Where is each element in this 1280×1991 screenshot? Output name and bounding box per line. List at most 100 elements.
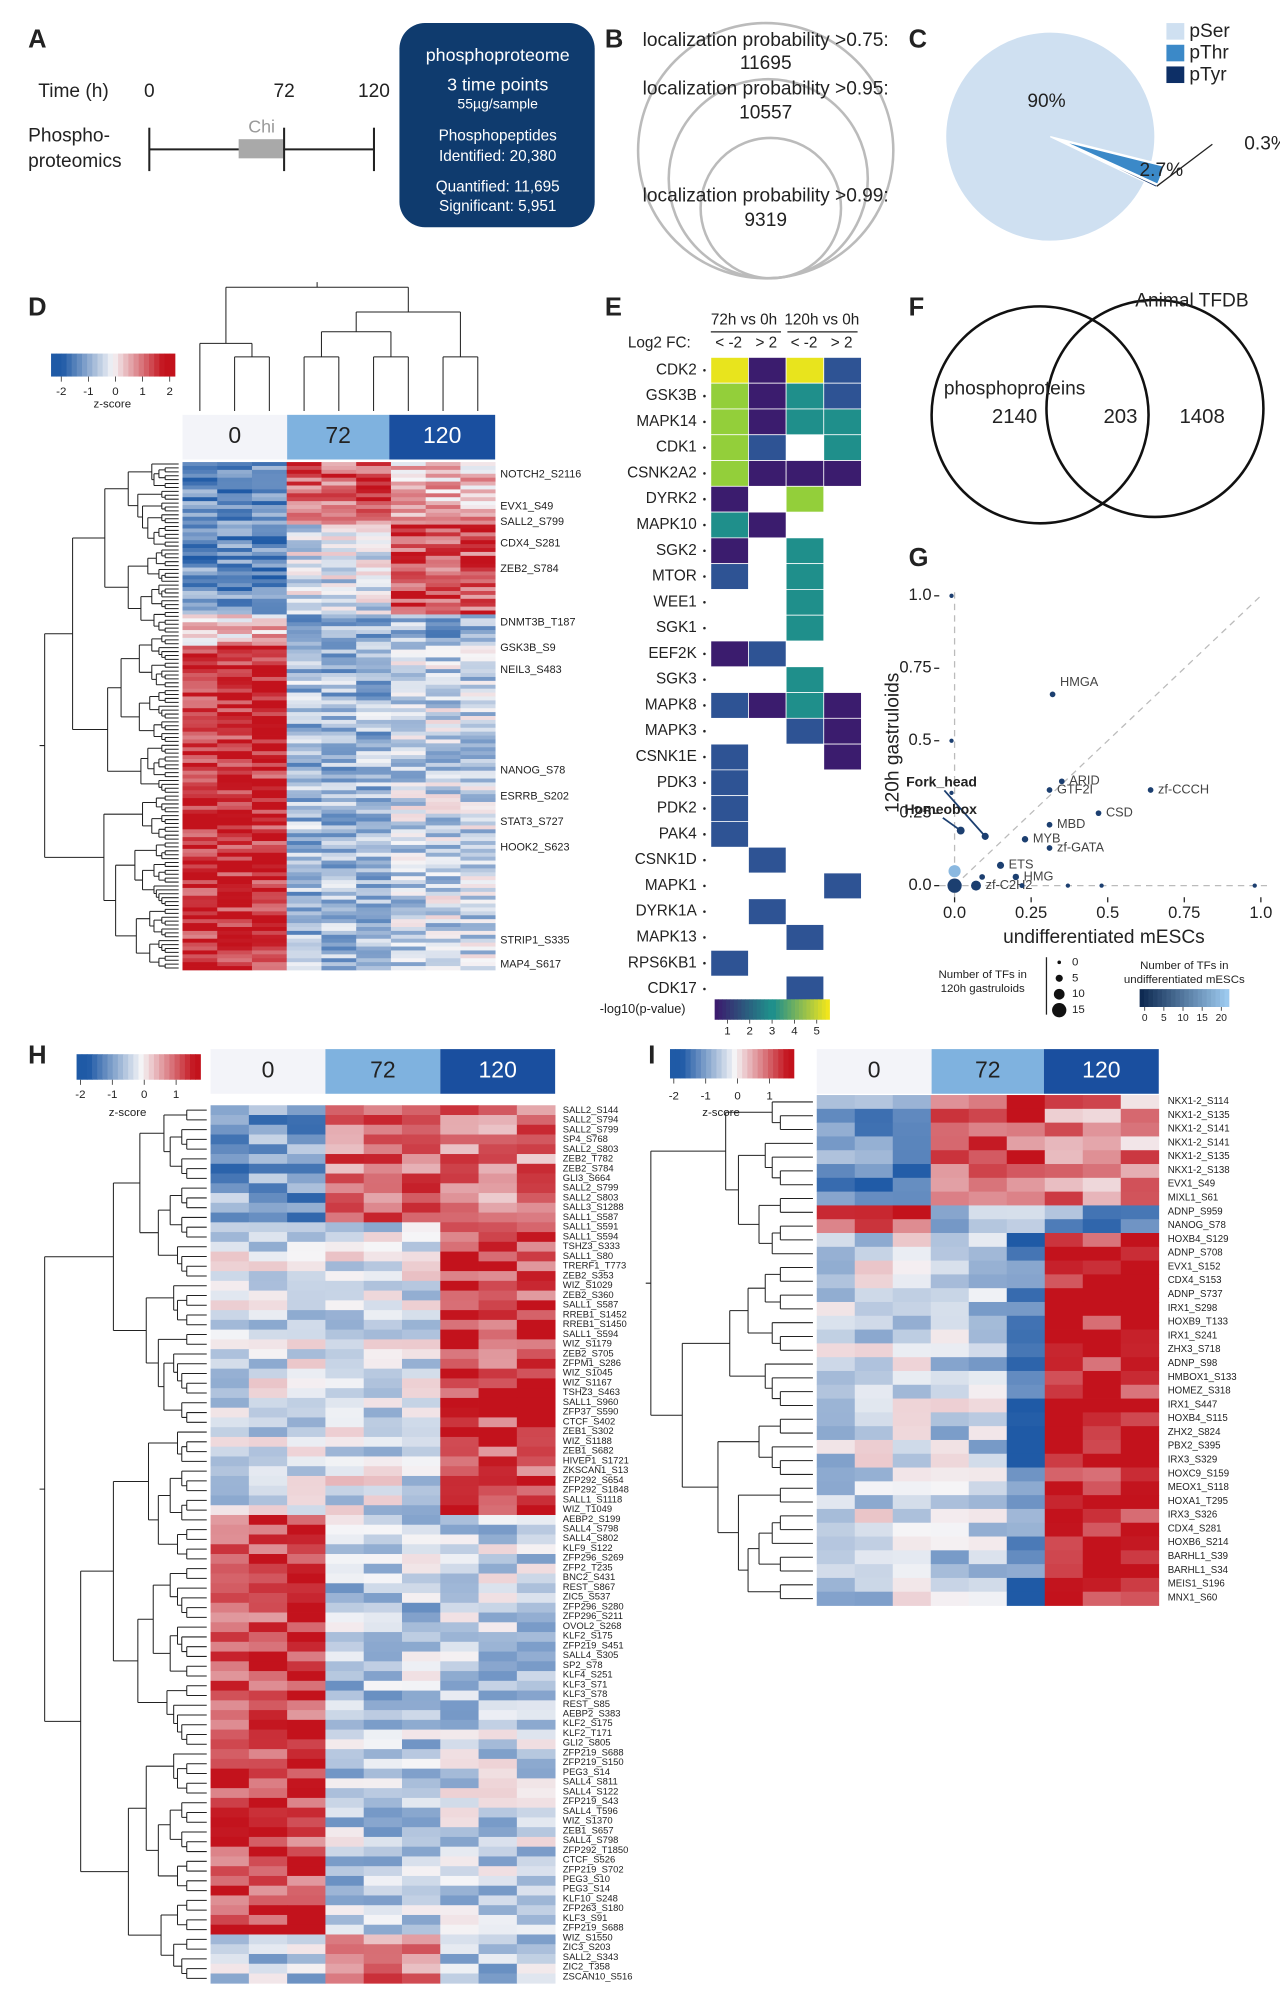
heatmap-cell	[460, 817, 496, 822]
heatmap-cell	[460, 864, 496, 869]
heatmap-cell	[1044, 1536, 1084, 1551]
heatmap-cell	[816, 1357, 856, 1372]
heatmap-cell	[321, 907, 357, 912]
heatmap-cell	[401, 1173, 441, 1184]
panel-letter: H	[28, 1041, 46, 1069]
heatmap-cell	[248, 1583, 288, 1594]
heatmap-cell	[210, 1466, 250, 1477]
heatmap-cell	[390, 641, 427, 647]
heatmap-cell	[516, 1846, 556, 1857]
heatmap-cell	[182, 645, 218, 650]
heatmap-cell	[287, 1505, 326, 1516]
heatmap-cell	[286, 512, 322, 518]
heatmap-cell	[478, 1622, 518, 1633]
heatmap-cell	[516, 1466, 556, 1477]
heatmap-cell	[1044, 1384, 1084, 1399]
heatmap-cell	[460, 872, 496, 877]
heatmap-cell	[390, 755, 427, 760]
pie-slice	[1062, 140, 1165, 185]
heatmap-cell	[210, 1310, 250, 1321]
heatmap-cell	[182, 555, 218, 561]
heatmap-cell	[287, 1953, 326, 1965]
scatter-point	[1012, 873, 1020, 881]
x-tick-label: 0.0	[943, 903, 966, 922]
heatmap-cell	[440, 1856, 479, 1867]
heatmap-cell	[182, 614, 218, 619]
heatmap-cell	[363, 1358, 403, 1370]
heatmap-cell	[217, 962, 253, 967]
colorbar-step	[1193, 989, 1199, 1007]
heatmap-cell	[248, 1456, 288, 1467]
heatmap-cell	[321, 505, 357, 510]
heatmap-cell	[460, 762, 496, 768]
heatmap-cell	[363, 1456, 403, 1467]
heatmap-cell	[182, 708, 218, 713]
heatmap-cell	[390, 485, 427, 490]
heatmap-cell	[321, 626, 357, 631]
heatmap-cell	[321, 821, 357, 826]
heatmap-cell	[968, 1591, 1008, 1606]
heatmap-cell	[968, 1343, 1008, 1358]
row-label: ZIC2_T358	[563, 1962, 610, 1973]
heatmap-cell	[286, 559, 322, 565]
heatmap-cell	[356, 915, 392, 920]
colorbar-step	[56, 353, 62, 377]
heatmap-cell	[182, 473, 218, 479]
heatmap-cell	[425, 618, 461, 623]
heatmap-cell	[286, 907, 322, 912]
heatmap-cell	[287, 1807, 326, 1818]
colorbar-step	[107, 353, 114, 377]
colorbar-step	[788, 1049, 795, 1079]
heatmap-cell	[325, 1446, 365, 1457]
row-dot	[703, 446, 706, 449]
kinase-label: WEE1	[653, 593, 696, 610]
heatmap-cell	[251, 727, 288, 733]
heatmap-cell	[182, 794, 218, 799]
colorbar-step	[818, 999, 823, 1020]
heatmap-cell	[363, 1827, 403, 1838]
heatmap-cell	[286, 684, 322, 690]
heatmap-cell	[390, 657, 427, 662]
heatmap-cell	[854, 1315, 894, 1330]
heatmap-cell	[1120, 1095, 1160, 1110]
heatmap-cell	[356, 551, 392, 557]
heatmap-cell	[182, 598, 218, 604]
heatmap-cell	[286, 911, 322, 916]
heatmap-cell	[321, 926, 357, 932]
heatmap-cell	[854, 1219, 894, 1234]
heatmap-cell	[892, 1439, 932, 1455]
row-label: KLF2_S175	[563, 1631, 613, 1642]
heatmap-cell	[286, 700, 322, 705]
row-label: SALL3_S1288	[563, 1202, 624, 1213]
heatmap-cell	[321, 571, 357, 576]
row-label: IRX1_S241	[1168, 1330, 1218, 1341]
heatmap-cell	[325, 1778, 365, 1789]
heatmap-cell	[210, 1397, 250, 1409]
heatmap-cell	[325, 1154, 365, 1165]
heatmap-cell	[286, 954, 322, 959]
heatmap-cell	[440, 1397, 479, 1409]
group-label: 0	[228, 422, 241, 448]
heatmap-cell	[440, 1417, 479, 1428]
colorbar-title: z-score	[109, 1107, 147, 1119]
heatmap-cell	[251, 563, 288, 568]
heatmap-cell	[217, 817, 253, 822]
heatmap-cell	[363, 1417, 403, 1428]
row-label: STRIP1_S335	[500, 934, 569, 946]
heatmap-cell	[182, 462, 218, 467]
kinase-cell	[785, 563, 825, 590]
heatmap-cell	[1082, 1191, 1122, 1206]
colorbar-step	[757, 1049, 764, 1079]
kinase-cell	[748, 382, 787, 410]
heatmap-cell	[251, 641, 288, 647]
comparison-label: 72h vs 0h	[711, 311, 777, 328]
heatmap-cell	[440, 1466, 479, 1477]
heatmap-cell	[816, 1108, 856, 1124]
heatmap-cell	[460, 602, 496, 608]
heatmap-cell	[217, 829, 253, 834]
heatmap-cell	[182, 673, 218, 678]
heatmap-cell	[1006, 1453, 1046, 1468]
heatmap-cell	[321, 872, 357, 877]
row-label: SALL4_S811	[563, 1777, 618, 1788]
heatmap-cell	[401, 1300, 441, 1311]
